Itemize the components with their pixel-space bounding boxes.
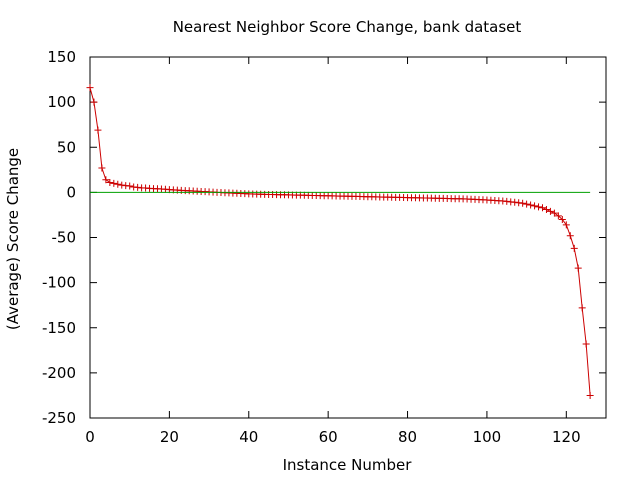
data-point-marker: [110, 179, 118, 187]
x-tick-label: 20: [160, 428, 179, 446]
x-axis-label: Instance Number: [283, 456, 413, 474]
data-point-marker: [554, 212, 562, 220]
data-point-marker: [519, 199, 527, 207]
x-tick-label: 80: [398, 428, 417, 446]
data-point-marker: [546, 207, 554, 215]
y-tick-label: -150: [42, 319, 76, 337]
data-point-marker: [582, 340, 590, 348]
x-tick-label: 0: [85, 428, 95, 446]
y-tick-label: 50: [57, 138, 76, 156]
data-point-marker: [126, 182, 134, 190]
y-tick-label: -100: [42, 274, 76, 292]
x-tick-label: 120: [552, 428, 581, 446]
data-point-marker: [90, 98, 98, 106]
data-point-marker: [527, 201, 535, 209]
data-point-marker: [523, 200, 531, 208]
plot-area: 0 20 40 60 80 100 120 150 100 50 0 -50 -100 -150 -200 -…: [42, 48, 607, 446]
y-tick-label: -250: [42, 409, 76, 427]
y-tick-label: 100: [47, 93, 76, 111]
y-tick-label: -200: [42, 364, 76, 382]
y-tick-label: -50: [52, 229, 77, 247]
y-tick-label: 150: [47, 48, 76, 66]
data-point-marker: [535, 203, 543, 211]
data-point-marker: [114, 180, 122, 188]
x-tick-label: 40: [239, 428, 258, 446]
data-point-marker: [562, 221, 570, 229]
data-point-marker: [574, 264, 582, 272]
x-tick-label: 60: [319, 428, 338, 446]
data-point-marker: [94, 126, 102, 134]
data-point-marker: [106, 178, 114, 186]
data-point-marker: [578, 304, 586, 312]
data-point-marker: [102, 176, 110, 184]
plot-frame: [89, 56, 607, 419]
y-axis-label: (Average) Score Change: [4, 148, 22, 330]
data-point-marker: [98, 164, 106, 172]
chart-title: Nearest Neighbor Score Change, bank data…: [173, 18, 522, 36]
data-point-marker: [531, 202, 539, 210]
data-point-marker: [570, 244, 578, 252]
data-point-marker: [542, 206, 550, 214]
series-line: [89, 87, 591, 396]
data-point-marker: [558, 215, 566, 223]
data-point-marker: [550, 209, 558, 217]
data-point-marker: [586, 391, 594, 399]
data-point-marker: [566, 232, 574, 240]
y-tick-label: 0: [66, 183, 76, 201]
x-tick-label: 100: [473, 428, 502, 446]
data-point-marker: [538, 204, 546, 212]
data-point-marker: [86, 84, 94, 92]
